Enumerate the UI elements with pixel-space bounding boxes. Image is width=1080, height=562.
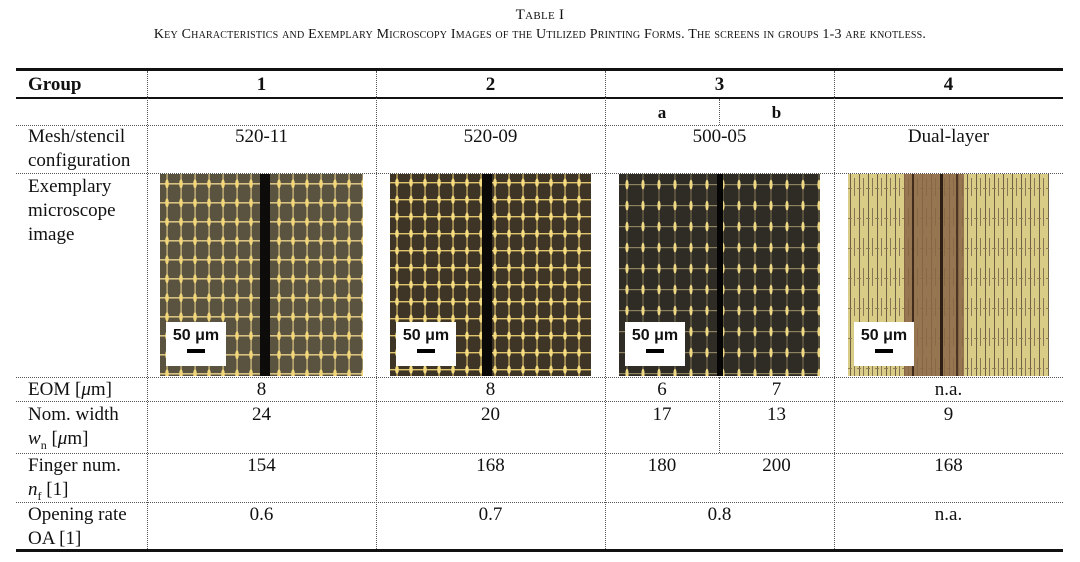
row-label-width: Nom. width wn [μm] xyxy=(28,404,119,452)
finger-g3b: 200 xyxy=(762,455,791,476)
opening-g4: n.a. xyxy=(934,504,963,525)
scale-bar: 50 μm xyxy=(625,322,685,366)
header-group-1: 1 xyxy=(256,74,267,95)
column-divider xyxy=(834,71,835,549)
row-divider xyxy=(16,453,1063,454)
column-divider xyxy=(147,71,148,549)
subheader-a: a xyxy=(657,103,667,122)
subheader-b: b xyxy=(771,103,782,122)
finger-g3a: 180 xyxy=(647,455,677,476)
header-group-2: 2 xyxy=(485,74,496,95)
finger-g1: 154 xyxy=(247,455,276,476)
top-rule xyxy=(16,68,1063,71)
eom-g3b: 7 xyxy=(771,379,782,400)
column-divider xyxy=(605,71,606,549)
microscope-image-4: 50 μm xyxy=(848,174,1049,376)
width-g3b: 13 xyxy=(767,404,786,425)
row-divider xyxy=(16,401,1063,402)
width-g3a: 17 xyxy=(652,404,672,425)
mesh-g4: Dual-layer xyxy=(907,126,990,147)
mesh-g1: 520-11 xyxy=(234,126,289,147)
width-g1: 24 xyxy=(252,404,271,425)
row-label-eom: EOM [μm] xyxy=(28,379,112,400)
header-rule xyxy=(16,97,1063,99)
opening-g2: 0.7 xyxy=(478,504,503,525)
bottom-rule xyxy=(16,549,1063,552)
scale-bar: 50 μm xyxy=(396,322,456,366)
header-group-4: 4 xyxy=(943,74,954,95)
eom-g4: n.a. xyxy=(934,379,963,400)
eom-g1: 8 xyxy=(256,379,267,400)
finger-g4: 168 xyxy=(934,455,963,476)
width-g2: 20 xyxy=(481,404,500,425)
row-label-finger: Finger num. nf [1] xyxy=(28,455,121,503)
header-group-label: Group xyxy=(28,74,82,95)
opening-g3: 0.8 xyxy=(707,504,732,525)
eom-g2: 8 xyxy=(485,379,496,400)
eom-g3a: 6 xyxy=(657,379,667,400)
row-divider xyxy=(16,173,1063,174)
mesh-g2: 520-09 xyxy=(463,126,518,147)
subcolumn-divider xyxy=(719,99,720,125)
row-label-opening: Opening rate OA [1] xyxy=(28,504,127,549)
scale-bar: 50 μm xyxy=(166,322,226,366)
microscope-image-3: 50 μm xyxy=(619,174,820,376)
row-divider xyxy=(16,502,1063,503)
table-label: Table I xyxy=(515,7,565,23)
column-divider xyxy=(376,71,377,549)
opening-g1: 0.6 xyxy=(249,504,274,525)
header-group-3: 3 xyxy=(714,74,725,95)
microscope-image-2: 50 μm xyxy=(390,174,591,376)
subcolumn-divider xyxy=(719,377,720,453)
width-g4: 9 xyxy=(943,404,954,425)
row-label-image: Exemplary microscope image xyxy=(28,176,116,245)
scale-bar: 50 μm xyxy=(854,322,914,366)
row-label-mesh: Mesh/stencil configuration xyxy=(28,126,131,171)
microscope-image-1: 50 μm xyxy=(160,174,363,376)
table-title: Key Characteristics and Exemplary Micros… xyxy=(153,27,927,42)
row-divider xyxy=(16,377,1063,378)
row-divider xyxy=(16,125,1063,126)
finger-g2: 168 xyxy=(476,455,505,476)
mesh-g3: 500-05 xyxy=(692,126,747,147)
